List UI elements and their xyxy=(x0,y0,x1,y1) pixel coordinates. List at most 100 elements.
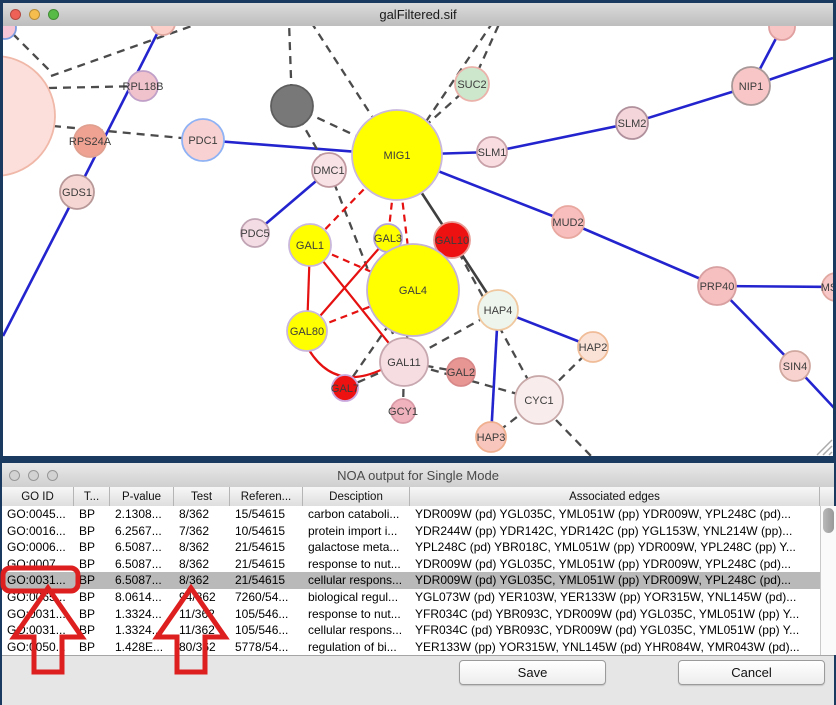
close-icon[interactable] xyxy=(10,9,21,20)
node-RPL18B[interactable] xyxy=(127,70,159,102)
node-label: MSN5 xyxy=(821,282,833,294)
resize-grip[interactable] xyxy=(816,439,833,456)
node-GCY1[interactable] xyxy=(390,398,416,424)
node-label: PDC1 xyxy=(188,135,217,147)
cell: 94/362 xyxy=(179,590,216,604)
column-header-associated-edges[interactable]: Associated edges xyxy=(410,487,820,506)
cell: response to nut... xyxy=(308,606,401,621)
node-gray-node[interactable] xyxy=(270,84,314,128)
table-row[interactable]: GO:0031... BP 6.5087... 8/362 21/54615 cellul… xyxy=(2,572,820,589)
cell: GO:0016... xyxy=(7,523,66,538)
cell: GO:0031... xyxy=(7,573,66,588)
edge xyxy=(308,349,384,379)
node-SIN4[interactable] xyxy=(779,350,811,382)
cell: galactose meta... xyxy=(308,540,400,555)
cell: 105/546... xyxy=(235,606,289,621)
table-row[interactable]: GO:0007... BP 6.5087... 8/362 21/54615 respon… xyxy=(2,556,820,573)
table-row[interactable]: GO:0065... BP 8.0614... 94/362 7260/54... bio… xyxy=(2,589,820,606)
node-GAL7[interactable] xyxy=(331,374,359,402)
node-MUD2[interactable] xyxy=(551,205,585,239)
edge xyxy=(631,84,752,125)
node-tr-pink[interactable] xyxy=(768,26,796,41)
node-label: MUD2 xyxy=(552,217,583,229)
edge xyxy=(309,154,398,246)
node-GDS1[interactable] xyxy=(59,174,95,210)
zoom-icon[interactable] xyxy=(47,469,58,481)
vertical-scrollbar[interactable] xyxy=(820,506,836,655)
node-CYC1[interactable] xyxy=(514,375,564,425)
column-header-test[interactable]: Test xyxy=(174,487,230,506)
column-header-referen-[interactable]: Referen... xyxy=(230,487,303,506)
node-label: PRP40 xyxy=(700,281,735,293)
scrollbar-thumb[interactable] xyxy=(823,508,834,533)
node-PDC5[interactable] xyxy=(240,218,270,248)
node-SLM1[interactable] xyxy=(476,136,508,168)
table-row[interactable]: GO:0050... BP 1.428E... 80/362 5778/54... reg… xyxy=(2,638,820,655)
table-row[interactable]: GO:0031... BP 1.3324... 11/362 105/546... res… xyxy=(2,605,820,622)
save-button[interactable]: Save xyxy=(459,660,606,685)
node-label: GAL7 xyxy=(331,383,359,395)
cell: 6.2567... xyxy=(115,523,162,538)
table-row[interactable]: GO:0045... BP 2.1308... 8/362 15/54615 carbon… xyxy=(2,506,820,523)
node-GAL2[interactable] xyxy=(446,357,476,387)
cell: BP xyxy=(79,523,96,538)
cell: BP xyxy=(79,556,96,571)
table-row[interactable]: GO:0016... BP 6.2567... 7/362 10/54615 protei… xyxy=(2,523,820,540)
node-GAL10[interactable] xyxy=(433,221,471,259)
column-header-desciption[interactable]: Desciption xyxy=(303,487,410,506)
network-titlebar[interactable]: galFiltered.sif xyxy=(3,3,833,27)
node-GAL4[interactable] xyxy=(366,243,460,337)
edge xyxy=(491,121,633,154)
network-canvas[interactable]: RPL18B RPS24A GDS1 PDC1 MIG1 DMC1 SUC2 SLM1 SLM2… xyxy=(3,26,833,456)
minimize-icon[interactable] xyxy=(29,9,40,20)
node-MIG1[interactable] xyxy=(351,109,443,201)
node-label: MIG1 xyxy=(384,150,411,162)
minimize-icon[interactable] xyxy=(28,469,39,481)
column-header-t-[interactable]: T... xyxy=(74,487,110,506)
column-header-spacer[interactable] xyxy=(820,487,834,506)
table-row[interactable]: GO:0031... BP 1.3324... 11/362 105/546... cel… xyxy=(2,622,820,639)
node-HAP2[interactable] xyxy=(577,331,609,363)
node-label: GDS1 xyxy=(62,187,92,199)
node-MSN5[interactable] xyxy=(821,272,833,302)
cell: YER133W (pp) YOR315W, YNL145W (pd) YHR08… xyxy=(415,639,800,654)
edge xyxy=(489,309,500,438)
node-label: SIN4 xyxy=(783,361,807,373)
node-RPS24A[interactable] xyxy=(73,124,107,158)
node-HAP3[interactable] xyxy=(475,421,507,453)
node-label: GAL2 xyxy=(447,367,475,379)
cell: 21/54615 xyxy=(235,573,286,588)
cancel-button[interactable]: Cancel xyxy=(678,660,825,685)
node-SUC2[interactable] xyxy=(454,66,490,102)
node-SLM2[interactable] xyxy=(615,106,649,140)
node-PDC1[interactable] xyxy=(181,118,225,162)
column-header-p-value[interactable]: P-value xyxy=(110,487,174,506)
edge xyxy=(422,83,473,129)
node-top-pink[interactable] xyxy=(150,26,176,36)
edge xyxy=(309,244,405,363)
node-HAP4[interactable] xyxy=(477,289,519,331)
node-big-left[interactable] xyxy=(3,55,56,177)
cell: biological regul... xyxy=(308,590,399,604)
node-PRP40[interactable] xyxy=(697,266,737,306)
cell: response to nut... xyxy=(308,556,401,571)
node-label: NIP1 xyxy=(739,81,763,93)
zoom-icon[interactable] xyxy=(48,9,59,20)
button-panel: Save Cancel xyxy=(2,655,834,705)
node-GAL11[interactable] xyxy=(379,337,429,387)
node-GAL80[interactable] xyxy=(286,310,328,352)
column-header-go-id[interactable]: GO ID xyxy=(2,487,74,506)
table-row[interactable]: GO:0006... BP 6.5087... 8/362 21/54615 galact… xyxy=(2,539,820,556)
cell: 21/54615 xyxy=(235,540,286,555)
node-corner-tl[interactable] xyxy=(3,26,17,40)
cell: YPL248C (pd) YBR018C, YML051W (pp) YDR00… xyxy=(415,540,796,555)
node-NIP1[interactable] xyxy=(731,66,771,106)
node-GAL1[interactable] xyxy=(288,223,332,267)
noa-titlebar[interactable]: NOA output for Single Mode xyxy=(2,463,834,488)
node-label: CYC1 xyxy=(524,395,553,407)
node-DMC1[interactable] xyxy=(311,152,347,188)
close-icon[interactable] xyxy=(9,469,20,481)
cell: 11/362 xyxy=(179,623,215,638)
cell: GO:0007... xyxy=(7,556,66,571)
edge xyxy=(344,360,405,390)
